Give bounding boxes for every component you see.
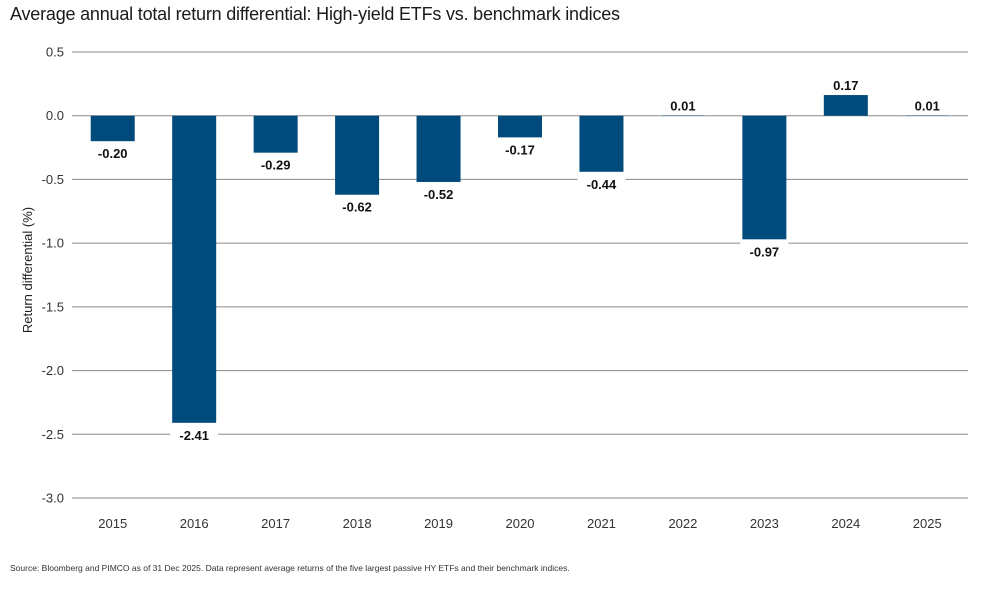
bar-2020 [498, 115, 542, 138]
bars [90, 94, 950, 423]
data-label-bg [88, 143, 137, 164]
bar-2021 [579, 115, 624, 172]
x-tick-label: 2015 [98, 516, 127, 531]
chart-title: Average annual total return differential… [10, 4, 620, 24]
x-tick-label: 2018 [343, 516, 372, 531]
source-note: Source: Bloomberg and PIMCO as of 31 Dec… [10, 563, 570, 573]
data-label: -0.62 [342, 200, 372, 215]
x-tick-label: 2020 [506, 516, 535, 531]
data-label-bg [333, 196, 382, 217]
data-label-bg [903, 95, 952, 116]
data-label: -0.44 [587, 177, 617, 192]
data-label: -0.29 [261, 158, 291, 173]
data-label-bg [740, 241, 789, 262]
x-tick-label: 2016 [180, 516, 209, 531]
bar-2018 [335, 115, 380, 195]
y-tick-label: -1.0 [42, 236, 64, 251]
data-label-bg [170, 424, 219, 445]
data-label: -0.17 [505, 142, 535, 157]
data-label: 0.01 [670, 98, 695, 113]
data-label: 0.17 [833, 78, 858, 93]
y-axis-ticks: 0.5 0.0 -0.5 -1.0 -1.5 -2.0 -2.5 -3.0 [42, 45, 64, 506]
data-label: -0.20 [98, 146, 128, 161]
bar-2019 [416, 115, 461, 182]
bar-2015 [90, 115, 135, 142]
x-tick-label: 2024 [831, 516, 860, 531]
x-tick-label: 2021 [587, 516, 616, 531]
x-tick-label: 2019 [424, 516, 453, 531]
y-tick-label: 0.5 [46, 45, 64, 60]
y-tick-label: -2.0 [42, 363, 64, 378]
data-label-bg [658, 95, 707, 116]
data-label-bg [496, 139, 544, 160]
bar-2016 [172, 115, 217, 423]
data-label: -0.97 [750, 244, 780, 259]
data-label-bg [251, 154, 300, 175]
y-axis-label: Return differential (%) [20, 207, 35, 333]
data-label: -2.41 [179, 428, 209, 443]
bar-2023 [742, 115, 787, 240]
bar-2017 [253, 115, 298, 153]
y-tick-label: 0.0 [46, 108, 64, 123]
data-label-bg [577, 173, 626, 194]
x-tick-label: 2025 [913, 516, 942, 531]
data-labels: -0.20 -2.41 -0.29 -0.62 -0.52 -0.17 -0.44 0.01 -… [88, 75, 952, 445]
data-label: 0.01 [915, 98, 940, 113]
y-tick-label: -3.0 [42, 491, 64, 506]
y-tick-label: -1.5 [42, 299, 64, 314]
x-tick-label: 2023 [750, 516, 779, 531]
y-tick-label: -0.5 [42, 172, 64, 187]
bar-2024 [823, 94, 868, 116]
data-label-bg [821, 75, 870, 96]
data-label: -0.52 [424, 187, 454, 202]
y-tick-label: -2.5 [42, 427, 64, 442]
data-label-bg [414, 183, 463, 204]
x-tick-label: 2022 [668, 516, 697, 531]
x-tick-label: 2017 [261, 516, 290, 531]
x-axis-ticks: 2015 2016 2017 2018 2019 2020 2021 2022 2023 2024… [98, 516, 941, 531]
